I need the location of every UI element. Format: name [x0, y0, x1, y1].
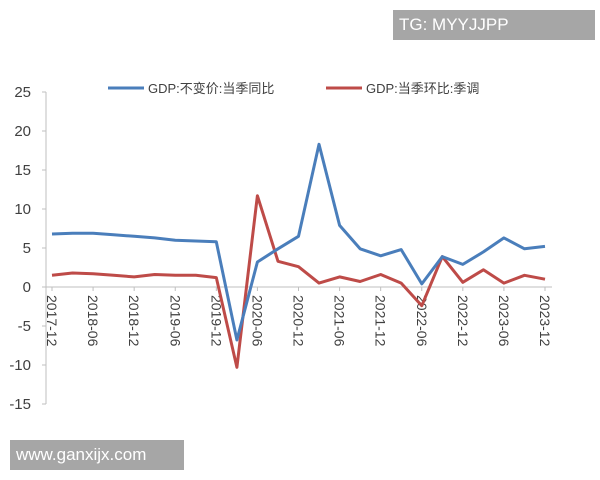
x-tick-label: 2018-06: [85, 295, 101, 347]
y-tick-label: -15: [9, 396, 31, 413]
y-tick-label: -10: [9, 357, 31, 374]
y-tick-label: 5: [23, 240, 31, 257]
y-tick-label: 25: [14, 84, 31, 101]
x-tick-label: 2020-12: [291, 295, 307, 347]
series-line: [51, 142, 546, 342]
x-tick-label: 2020-06: [249, 295, 265, 347]
legend-label: GDP:当季环比:季调: [366, 81, 479, 96]
x-tick-label: 2021-12: [373, 295, 389, 347]
watermark-top-right: TG: MYYJJPP: [393, 10, 595, 40]
x-tick-label: 2019-12: [208, 295, 224, 347]
watermark-bottom-left: www.ganxijx.com: [10, 440, 184, 470]
x-axis: 2017-12 2018-06 2018-12 2019-06 2019-12 2020-…: [44, 286, 553, 347]
x-tick-label: 2018-12: [126, 295, 142, 347]
series-line: [51, 194, 546, 369]
y-tick-label: 0: [23, 279, 31, 296]
y-tick-label: 10: [14, 201, 31, 218]
y-axis: -15 -10 -5 0 5 10 15 20 25: [9, 84, 47, 413]
y-tick-label: -5: [18, 318, 31, 335]
y-tick-label: 20: [14, 123, 31, 140]
series-lines: [51, 142, 546, 369]
chart-legend: GDP:不变价:当季同比 GDP:当季环比:季调: [108, 81, 479, 96]
x-tick-label: 2022-12: [455, 295, 471, 347]
x-tick-label: 2021-06: [332, 295, 348, 347]
legend-label: GDP:不变价:当季同比: [148, 81, 274, 96]
x-tick-label: 2022-06: [414, 295, 430, 347]
x-tick-label: 2019-06: [167, 295, 183, 347]
x-tick-label: 2023-06: [496, 295, 512, 347]
x-tick-label: 2017-12: [44, 295, 60, 347]
x-tick-label: 2023-12: [537, 295, 553, 347]
y-tick-label: 15: [14, 162, 31, 179]
